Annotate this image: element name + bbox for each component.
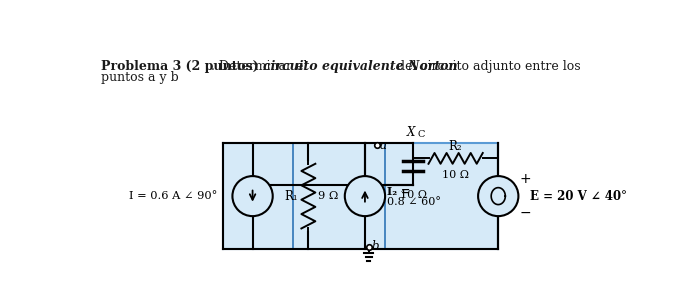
Text: E = 20 V ∠ 40°: E = 20 V ∠ 40° [530, 190, 627, 203]
Text: . Determinar el: . Determinar el [211, 60, 311, 73]
Text: 0.8 ∠ 60°: 0.8 ∠ 60° [386, 197, 440, 207]
Text: del circuito adjunto entre los: del circuito adjunto entre los [393, 60, 580, 73]
Text: R₁: R₁ [284, 190, 298, 203]
Ellipse shape [345, 176, 385, 216]
Bar [223, 143, 498, 249]
Text: 9 Ω: 9 Ω [318, 191, 339, 201]
Ellipse shape [478, 176, 519, 216]
Text: R₂: R₂ [449, 140, 463, 153]
Text: I₂ =: I₂ = [386, 186, 410, 197]
Bar [293, 143, 385, 249]
Text: 10 Ω: 10 Ω [400, 190, 426, 200]
Text: C: C [418, 130, 425, 139]
Ellipse shape [232, 176, 273, 216]
Text: Problema 3 (2 puntos): Problema 3 (2 puntos) [102, 60, 259, 73]
Text: b: b [372, 241, 379, 253]
Text: 10 Ω: 10 Ω [442, 170, 469, 180]
Text: −: − [520, 206, 531, 220]
Text: +: + [520, 172, 531, 186]
Text: puntos a y b: puntos a y b [102, 71, 179, 84]
Text: circuito equivalente Norton: circuito equivalente Norton [263, 60, 458, 73]
Text: a: a [379, 139, 386, 152]
Text: X: X [407, 126, 416, 139]
Text: I = 0.6 A ∠ 90°: I = 0.6 A ∠ 90° [129, 191, 217, 201]
